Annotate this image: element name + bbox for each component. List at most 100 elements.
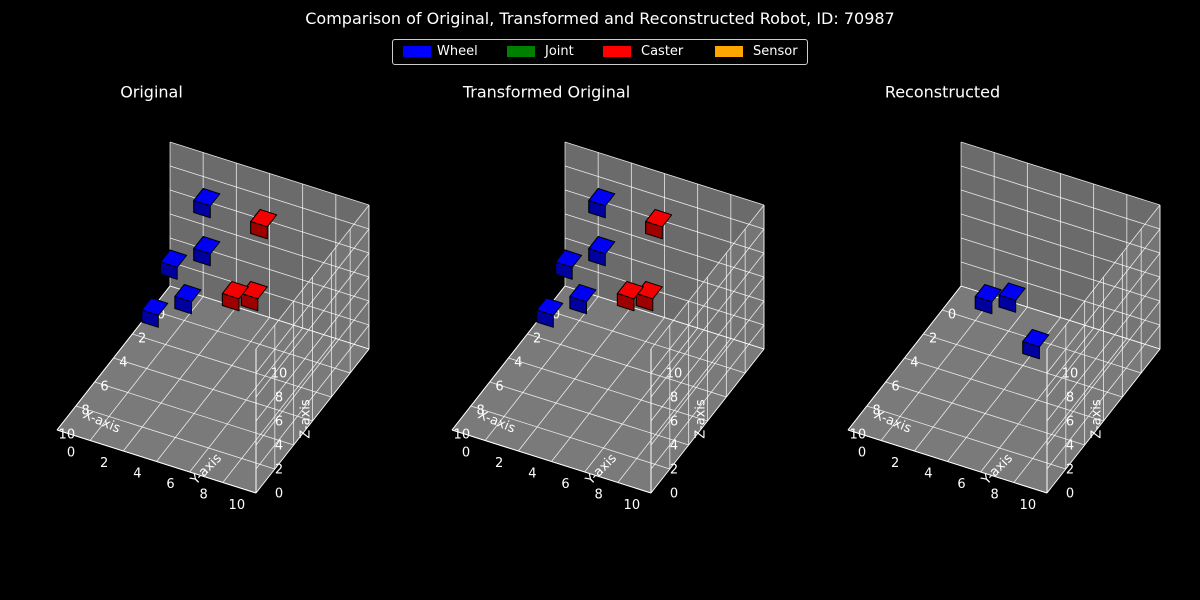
gridline xyxy=(1046,228,1161,374)
y-tick-label: 4 xyxy=(528,467,536,482)
voxel-face-top xyxy=(193,188,221,207)
panel-transformed-original: 024681002468100246810X-axisY-axisZ-axisT… xyxy=(451,83,765,513)
x-tick-label: 2 xyxy=(929,332,937,347)
voxel-caster xyxy=(221,281,249,312)
panel-title: Reconstructed xyxy=(885,83,1000,102)
y-tick-label: 6 xyxy=(561,477,569,492)
voxel-wheel xyxy=(974,284,1002,315)
voxel-wheel xyxy=(160,249,188,280)
y-tick-label: 6 xyxy=(166,477,174,492)
y-tick-label: 2 xyxy=(891,456,899,471)
figure-title: Comparison of Original, Transformed and … xyxy=(305,9,895,28)
voxel-caster xyxy=(635,281,663,312)
legend-label-sensor: Sensor xyxy=(753,44,798,59)
y-tick-label: 6 xyxy=(957,477,965,492)
gridline xyxy=(650,228,765,374)
gridline xyxy=(1046,204,1161,350)
voxel-wheel xyxy=(174,284,202,315)
voxel-wheel xyxy=(141,297,169,328)
voxel-face-top xyxy=(536,297,564,316)
z-axis-label: Z-axis xyxy=(299,399,314,439)
y-tick-label: 0 xyxy=(858,446,866,461)
y-tick-label: 8 xyxy=(991,488,999,503)
z-tick-label: 10 xyxy=(271,367,288,382)
z-tick-label: 2 xyxy=(1066,463,1074,478)
voxel-face-top xyxy=(588,188,616,207)
x-tick-label: 2 xyxy=(138,332,146,347)
voxel-wheel xyxy=(193,188,221,219)
x-tick-label: 6 xyxy=(891,380,899,395)
y-tick-label: 8 xyxy=(200,488,208,503)
voxel-face-top xyxy=(250,209,278,228)
gridline xyxy=(564,165,765,230)
panel-title: Original xyxy=(120,83,183,102)
voxel-face-top xyxy=(645,209,673,228)
voxel-caster xyxy=(645,209,673,240)
y-axis-line xyxy=(847,429,1048,494)
gridline xyxy=(255,228,370,374)
x-tick-label: 8 xyxy=(873,404,881,419)
gridline xyxy=(650,204,765,350)
y-tick-label: 4 xyxy=(133,467,141,482)
z-tick-label: 6 xyxy=(275,415,283,430)
y-tick-label: 4 xyxy=(924,467,932,482)
voxel-wheel xyxy=(998,282,1026,313)
voxel-face-top xyxy=(174,284,202,303)
gridline xyxy=(169,141,370,206)
z-axis-label: Z-axis xyxy=(1090,399,1105,439)
z-tick-label: 4 xyxy=(670,439,678,454)
z-tick-label: 6 xyxy=(1066,415,1074,430)
z-tick-label: 6 xyxy=(670,415,678,430)
z-tick-label: 8 xyxy=(1066,391,1074,406)
x-tick-label: 2 xyxy=(533,332,541,347)
x-tick-label: 0 xyxy=(157,308,165,323)
panel-reconstructed: 024681002468100246810X-axisY-axisZ-axisR… xyxy=(847,83,1161,513)
gridline xyxy=(169,165,370,230)
voxel-wheel xyxy=(588,188,616,219)
voxel-face-top xyxy=(555,249,583,268)
legend-swatch-sensor xyxy=(715,46,743,57)
voxel-face-top xyxy=(193,236,221,255)
legend-swatch-wheel xyxy=(403,46,431,57)
voxel-face-top xyxy=(221,281,249,300)
z-axis-label: Z-axis xyxy=(694,399,709,439)
voxel-wheel xyxy=(1022,329,1050,360)
voxel-caster xyxy=(250,209,278,240)
z-tick-label: 4 xyxy=(1066,439,1074,454)
voxel-face-top xyxy=(616,281,644,300)
y-axis-line xyxy=(451,429,652,494)
voxel-wheel xyxy=(569,284,597,315)
y-tick-label: 0 xyxy=(462,446,470,461)
y-tick-label: 0 xyxy=(67,446,75,461)
voxel-face-top xyxy=(998,282,1026,301)
x-tick-label: 6 xyxy=(100,380,108,395)
legend: Wheel Joint Caster Sensor xyxy=(392,39,808,65)
y-tick-label: 10 xyxy=(624,498,641,513)
voxel-face-top xyxy=(141,297,169,316)
gridline xyxy=(564,141,765,206)
y-tick-label: 2 xyxy=(100,456,108,471)
x-tick-label: 4 xyxy=(910,356,918,371)
x-tick-label: 6 xyxy=(495,380,503,395)
z-tick-label: 2 xyxy=(275,463,283,478)
x-axis-line xyxy=(847,285,962,431)
voxel-wheel xyxy=(536,297,564,328)
z-tick-label: 4 xyxy=(275,439,283,454)
x-tick-label: 4 xyxy=(119,356,127,371)
gridline xyxy=(650,348,765,494)
y-tick-label: 8 xyxy=(595,488,603,503)
gridline xyxy=(960,141,1161,206)
x-tick-label: 8 xyxy=(477,404,485,419)
x-tick-label: 10 xyxy=(454,428,471,443)
z-tick-label: 0 xyxy=(275,487,283,502)
gridline xyxy=(255,204,370,350)
x-tick-label: 10 xyxy=(850,428,867,443)
z-tick-label: 10 xyxy=(1062,367,1079,382)
legend-label-wheel: Wheel xyxy=(437,44,478,59)
voxel-face-top xyxy=(974,284,1002,303)
legend-label-joint: Joint xyxy=(545,44,574,59)
z-tick-label: 8 xyxy=(670,391,678,406)
z-tick-label: 10 xyxy=(666,367,683,382)
z-tick-label: 2 xyxy=(670,463,678,478)
